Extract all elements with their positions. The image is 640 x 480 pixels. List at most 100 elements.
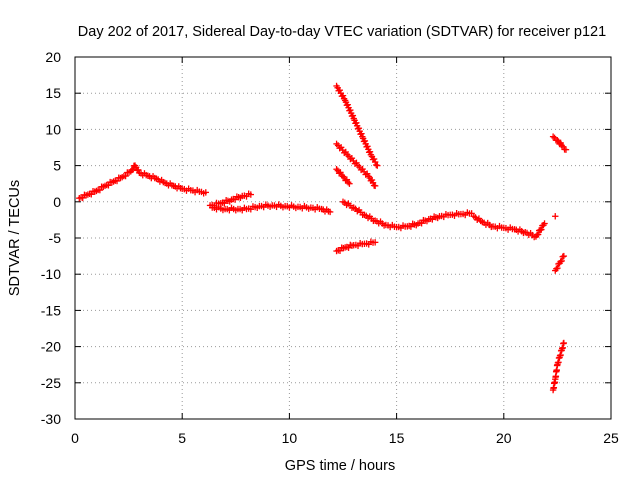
series-1 xyxy=(206,190,255,209)
data-point-fill xyxy=(342,148,349,156)
y-tick-label: -5 xyxy=(49,230,62,246)
data-point-fill xyxy=(369,239,377,246)
data-point-fill xyxy=(373,161,380,169)
data-point-fill xyxy=(117,174,124,182)
data-point-fill xyxy=(370,155,378,163)
data-point-fill xyxy=(160,178,167,186)
data-point-fill xyxy=(96,186,104,194)
data-point-fill xyxy=(355,125,363,132)
data-point-fill xyxy=(108,179,116,186)
data-point-fill xyxy=(423,217,431,225)
data-points xyxy=(76,82,570,394)
axis-ticks: 0 5 10 15 20 25 -30 -25 -20 -15 -10 -5 0 5 10 15 20 xyxy=(41,49,619,446)
series-4 xyxy=(333,140,379,190)
data-point-fill xyxy=(316,205,323,212)
data-point-fill xyxy=(135,166,142,174)
series-2 xyxy=(209,201,334,216)
data-point-fill xyxy=(219,206,227,214)
y-tick-label: -30 xyxy=(41,411,61,427)
data-point-fill xyxy=(194,186,201,194)
series-7 xyxy=(339,198,475,232)
x-tick-label: 25 xyxy=(603,430,619,446)
data-point-fill xyxy=(554,264,561,272)
data-point-fill xyxy=(325,208,332,215)
data-point-fill xyxy=(561,146,568,153)
y-tick-label: 5 xyxy=(53,158,61,174)
y-tick-label: -10 xyxy=(41,266,61,282)
data-point-fill xyxy=(509,225,516,233)
data-point xyxy=(339,173,347,180)
data-point-fill xyxy=(232,207,239,214)
data-point-fill xyxy=(366,148,374,155)
data-point-fill xyxy=(185,185,192,192)
data-point-fill xyxy=(559,253,566,260)
x-tick-label: 10 xyxy=(282,430,298,446)
grid xyxy=(75,57,611,419)
data-point-fill xyxy=(292,204,300,212)
x-tick-label: 20 xyxy=(496,430,512,446)
data-point-fill xyxy=(113,177,121,185)
data-point-fill xyxy=(558,257,565,265)
data-point-fill xyxy=(371,158,379,166)
data-point-fill xyxy=(534,231,542,238)
data-point-fill xyxy=(82,192,90,199)
data-point-fill xyxy=(340,95,348,102)
data-point-fill xyxy=(168,182,176,189)
data-point-fill xyxy=(361,137,369,145)
data-point-fill xyxy=(556,140,563,148)
x-tick-label: 0 xyxy=(71,430,79,446)
data-point-fill xyxy=(353,159,360,167)
data-point-fill xyxy=(200,190,207,197)
data-point-fill xyxy=(336,86,343,94)
data-point-fill xyxy=(560,340,567,347)
series-9 xyxy=(552,213,559,220)
data-point-fill xyxy=(434,214,441,222)
plot-frame xyxy=(74,56,612,420)
series-6 xyxy=(333,238,379,255)
data-point-fill xyxy=(245,190,252,197)
y-tick-label: 0 xyxy=(53,194,61,210)
y-tick-label: -25 xyxy=(41,375,61,391)
data-point-fill xyxy=(540,221,547,229)
series-8 xyxy=(470,213,548,241)
y-tick-label: 10 xyxy=(45,121,61,137)
data-point-fill xyxy=(344,179,352,186)
series-0 xyxy=(76,162,209,202)
y-axis-label: SDTVAR / TECUs xyxy=(7,180,23,296)
series-11 xyxy=(552,252,568,274)
data-point-fill xyxy=(353,119,360,126)
data-point-fill xyxy=(226,198,233,205)
data-point-fill xyxy=(363,170,371,177)
data-point-fill xyxy=(254,204,261,212)
series-10 xyxy=(549,133,570,153)
data-point-fill xyxy=(477,217,484,225)
data-point-fill xyxy=(279,204,287,211)
series-12 xyxy=(549,339,568,394)
data-point xyxy=(333,166,340,173)
data-point-fill xyxy=(305,205,312,212)
data-point-fill xyxy=(177,184,184,192)
x-tick-label: 5 xyxy=(178,430,186,446)
data-point xyxy=(552,213,559,220)
data-point-fill xyxy=(151,174,158,182)
data-point-fill xyxy=(358,130,365,137)
data-point xyxy=(346,180,353,187)
data-point xyxy=(549,133,557,140)
y-tick-label: -20 xyxy=(41,339,61,355)
data-point-fill xyxy=(142,171,150,179)
data-point-fill xyxy=(466,210,473,217)
data-point-fill xyxy=(349,112,357,119)
data-point-fill xyxy=(339,92,347,99)
data-point-fill xyxy=(551,378,559,386)
data-point-fill xyxy=(359,211,366,219)
x-tick-label: 15 xyxy=(389,430,405,446)
y-tick-label: -15 xyxy=(41,302,61,318)
data-point-fill xyxy=(538,226,545,233)
series-5 xyxy=(333,166,353,187)
data-point-fill xyxy=(129,166,137,173)
y-tick-label: 15 xyxy=(45,85,61,101)
chart-title: Day 202 of 2017, Sidereal Day-to-day VTE… xyxy=(78,24,606,40)
data-point-fill xyxy=(122,172,129,180)
data-point-fill xyxy=(241,204,248,212)
